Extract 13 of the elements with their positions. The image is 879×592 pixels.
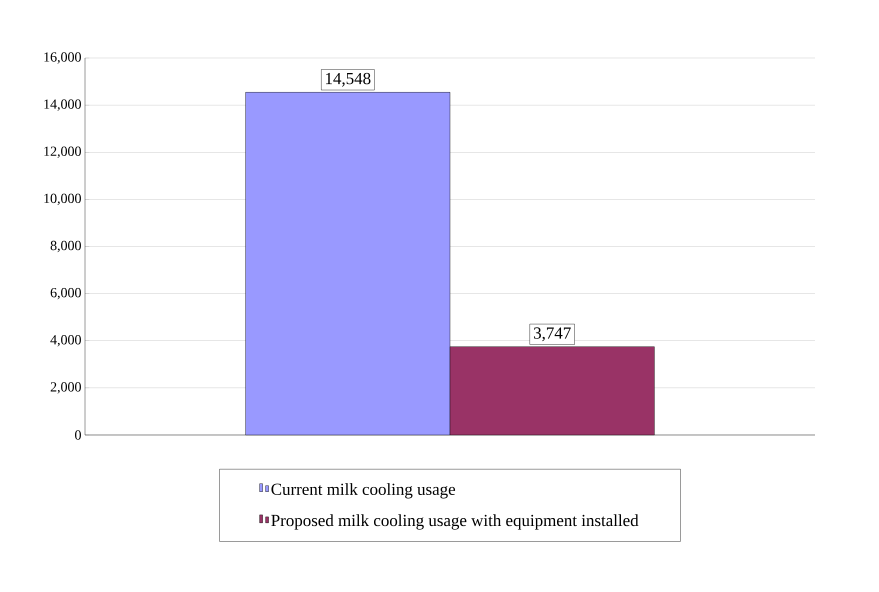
legend-label: Proposed milk cooling usage with equipment installed: [271, 514, 638, 530]
y-tick-label: 0: [75, 430, 81, 440]
y-tick-label: 6,000: [50, 288, 81, 300]
y-tick-label: 8,000: [50, 240, 81, 252]
data-label: 14,548: [326, 72, 370, 87]
y-tick-label: 12,000: [44, 146, 81, 158]
y-tick-label: 16,000: [44, 52, 81, 64]
y-tick-label: 4,000: [50, 335, 81, 346]
data-label: 3,747: [534, 327, 571, 342]
legend-label: Current milk cooling usage: [271, 483, 456, 498]
y-tick-label: 2,000: [50, 382, 81, 394]
y-tick-label: 10,000: [44, 194, 81, 206]
y-tick-label: 14,000: [44, 99, 81, 111]
